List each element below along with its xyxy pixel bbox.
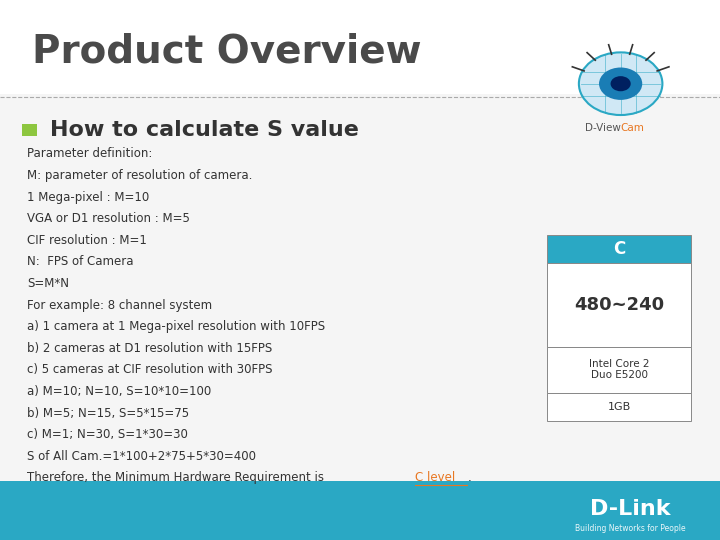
Text: c) M=1; N=30, S=1*30=30: c) M=1; N=30, S=1*30=30 <box>27 428 188 441</box>
Circle shape <box>611 76 631 91</box>
FancyBboxPatch shape <box>0 481 720 540</box>
FancyBboxPatch shape <box>547 393 691 421</box>
Circle shape <box>599 68 642 100</box>
Text: VGA or D1 resolution : M=5: VGA or D1 resolution : M=5 <box>27 212 190 225</box>
FancyBboxPatch shape <box>547 347 691 393</box>
FancyBboxPatch shape <box>547 263 691 347</box>
Text: Product Overview: Product Overview <box>32 32 422 70</box>
Text: Intel Core 2
Duo E5200: Intel Core 2 Duo E5200 <box>589 359 649 381</box>
Text: 1GB: 1GB <box>608 402 631 411</box>
FancyBboxPatch shape <box>0 94 720 481</box>
Text: .: . <box>467 471 471 484</box>
Text: S=M*N: S=M*N <box>27 277 69 290</box>
Text: C: C <box>613 240 626 258</box>
Text: Therefore, the Minimum Hardware Requirement is: Therefore, the Minimum Hardware Requirem… <box>27 471 328 484</box>
Text: M: parameter of resolution of camera.: M: parameter of resolution of camera. <box>27 169 253 182</box>
Text: 480~240: 480~240 <box>574 296 665 314</box>
Text: D-Link: D-Link <box>590 498 670 519</box>
FancyBboxPatch shape <box>547 235 691 263</box>
Text: a) M=10; N=10, S=10*10=100: a) M=10; N=10, S=10*10=100 <box>27 385 212 398</box>
FancyBboxPatch shape <box>0 0 720 94</box>
Text: How to calculate S value: How to calculate S value <box>50 119 359 140</box>
Circle shape <box>579 52 662 115</box>
Text: Building Networks for People: Building Networks for People <box>575 524 685 532</box>
Text: D-View: D-View <box>585 123 621 133</box>
Text: C level: C level <box>415 471 456 484</box>
Text: c) 5 cameras at CIF resolution with 30FPS: c) 5 cameras at CIF resolution with 30FP… <box>27 363 273 376</box>
Text: CIF resolution : M=1: CIF resolution : M=1 <box>27 234 147 247</box>
Text: b) M=5; N=15, S=5*15=75: b) M=5; N=15, S=5*15=75 <box>27 407 189 420</box>
Text: S of All Cam.=1*100+2*75+5*30=400: S of All Cam.=1*100+2*75+5*30=400 <box>27 450 256 463</box>
Text: b) 2 cameras at D1 resolution with 15FPS: b) 2 cameras at D1 resolution with 15FPS <box>27 342 273 355</box>
Text: a) 1 camera at 1 Mega-pixel resolution with 10FPS: a) 1 camera at 1 Mega-pixel resolution w… <box>27 320 325 333</box>
Text: For example: 8 channel system: For example: 8 channel system <box>27 299 212 312</box>
Text: Cam: Cam <box>621 123 644 133</box>
Text: 1 Mega-pixel : M=10: 1 Mega-pixel : M=10 <box>27 191 150 204</box>
FancyBboxPatch shape <box>22 124 37 136</box>
Text: N:  FPS of Camera: N: FPS of Camera <box>27 255 134 268</box>
Text: Parameter definition:: Parameter definition: <box>27 147 153 160</box>
